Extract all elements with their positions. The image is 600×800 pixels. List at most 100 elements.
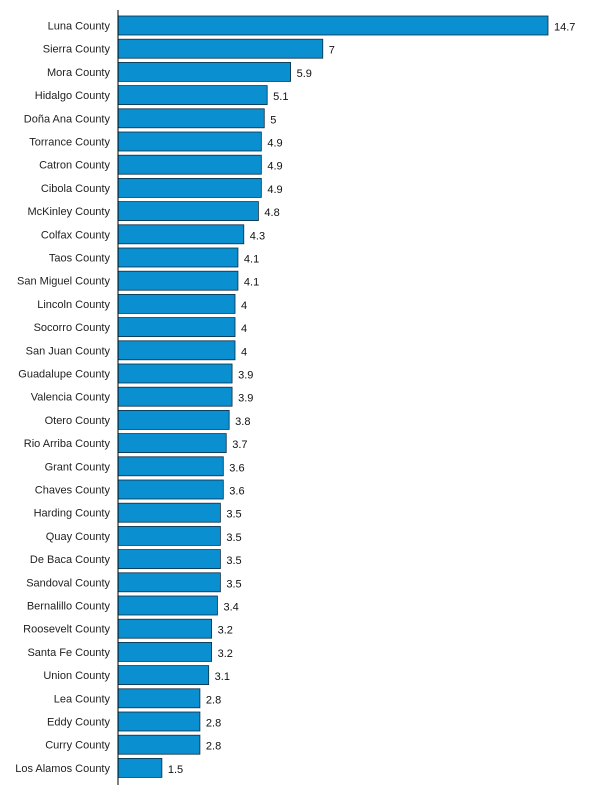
value-label: 3.7 — [232, 439, 247, 451]
value-label: 3.2 — [218, 625, 233, 637]
bar — [117, 340, 236, 361]
category-label: San Miguel County — [17, 276, 110, 288]
category-label: Harding County — [34, 508, 111, 520]
category-label: Los Alamos County — [15, 763, 110, 775]
bar — [117, 270, 239, 291]
category-label: Rio Arriba County — [24, 438, 111, 450]
value-label: 4 — [241, 346, 247, 358]
category-label: Socorro County — [34, 322, 111, 334]
category-label: Catron County — [39, 160, 110, 172]
value-label: 4.1 — [244, 277, 259, 289]
bars-group — [117, 15, 549, 778]
category-label: McKinley County — [27, 206, 110, 218]
bar — [117, 247, 239, 268]
category-label: Lea County — [54, 693, 111, 705]
bar — [117, 38, 324, 59]
bar — [117, 711, 201, 732]
bar — [117, 665, 210, 685]
value-label: 3.5 — [226, 555, 241, 567]
category-label: Quay County — [46, 531, 111, 543]
value-label: 3.6 — [229, 486, 244, 498]
category-labels-group: Luna County Sierra County Mora County Hidal… — [15, 21, 110, 775]
bar — [117, 363, 233, 384]
value-label: 4.3 — [250, 230, 265, 242]
value-label: 3.4 — [223, 602, 238, 614]
value-label: 2.8 — [206, 718, 221, 730]
value-label: 3.5 — [226, 578, 241, 590]
category-label: Colfax County — [41, 229, 111, 241]
value-label: 3.5 — [226, 532, 241, 544]
value-label: 3.9 — [238, 393, 253, 405]
bar — [117, 15, 549, 36]
value-label: 3.6 — [229, 462, 244, 474]
value-label: 4.9 — [267, 184, 282, 196]
category-label: Lincoln County — [37, 299, 110, 311]
value-label: 4 — [241, 323, 247, 335]
bar — [117, 595, 218, 616]
bar — [117, 224, 245, 245]
bar — [117, 642, 213, 662]
category-label: Torrance County — [29, 137, 110, 149]
category-label: Cibola County — [41, 183, 111, 195]
value-label: 5.9 — [297, 68, 312, 80]
bar — [117, 201, 259, 222]
value-label: 3.5 — [226, 509, 241, 521]
bar — [117, 572, 221, 593]
bar — [117, 131, 262, 152]
bar — [117, 688, 201, 709]
category-label: San Juan County — [26, 345, 111, 357]
bar — [117, 62, 291, 82]
bar — [117, 85, 268, 105]
value-label: 2.8 — [206, 694, 221, 706]
category-label: Valencia County — [31, 392, 111, 404]
category-label: Bernalillo County — [27, 601, 111, 613]
bar — [117, 479, 224, 500]
value-label: 5.1 — [273, 91, 288, 103]
category-label: Sierra County — [43, 44, 111, 56]
bar — [117, 293, 236, 314]
bar — [117, 549, 221, 569]
bar — [117, 758, 163, 778]
bar — [117, 526, 221, 546]
value-label: 5 — [270, 114, 276, 126]
bar — [117, 154, 262, 175]
category-label: Chaves County — [35, 485, 111, 497]
value-label: 3.9 — [238, 370, 253, 382]
category-label: Sandoval County — [26, 577, 110, 589]
category-label: Luna County — [48, 21, 111, 33]
category-label: Grant County — [45, 461, 111, 473]
bar — [117, 177, 262, 198]
category-label: Roosevelt County — [23, 624, 110, 636]
value-label: 4.1 — [244, 254, 259, 266]
bar — [117, 734, 201, 755]
value-label: 4 — [241, 300, 247, 312]
category-label: Hidalgo County — [35, 90, 111, 102]
value-label: 14.7 — [554, 22, 575, 34]
value-label: 2.8 — [206, 741, 221, 753]
category-label: Union County — [43, 670, 110, 682]
value-label: 3.2 — [218, 648, 233, 660]
value-label: 7 — [329, 45, 335, 57]
category-label: Doña Ana County — [24, 113, 111, 125]
category-label: Santa Fe County — [27, 647, 110, 659]
bar — [117, 108, 265, 129]
value-label: 4.9 — [267, 161, 282, 173]
category-label: Guadalupe County — [18, 369, 110, 381]
category-label: Otero County — [45, 415, 111, 427]
value-label: 4.8 — [264, 207, 279, 219]
category-label: Taos County — [49, 253, 111, 265]
value-label: 4.9 — [267, 138, 282, 150]
value-label: 3.1 — [215, 671, 230, 683]
bar — [117, 502, 221, 523]
bar — [117, 409, 230, 430]
category-label: Eddy County — [47, 717, 110, 729]
category-label: Mora County — [47, 67, 110, 79]
bar — [117, 386, 233, 407]
value-label: 1.5 — [168, 764, 183, 776]
value-label: 3.8 — [235, 416, 250, 428]
category-label: Curry County — [45, 740, 110, 752]
bar — [117, 456, 224, 477]
category-label: De Baca County — [30, 554, 111, 566]
bar — [117, 317, 236, 338]
